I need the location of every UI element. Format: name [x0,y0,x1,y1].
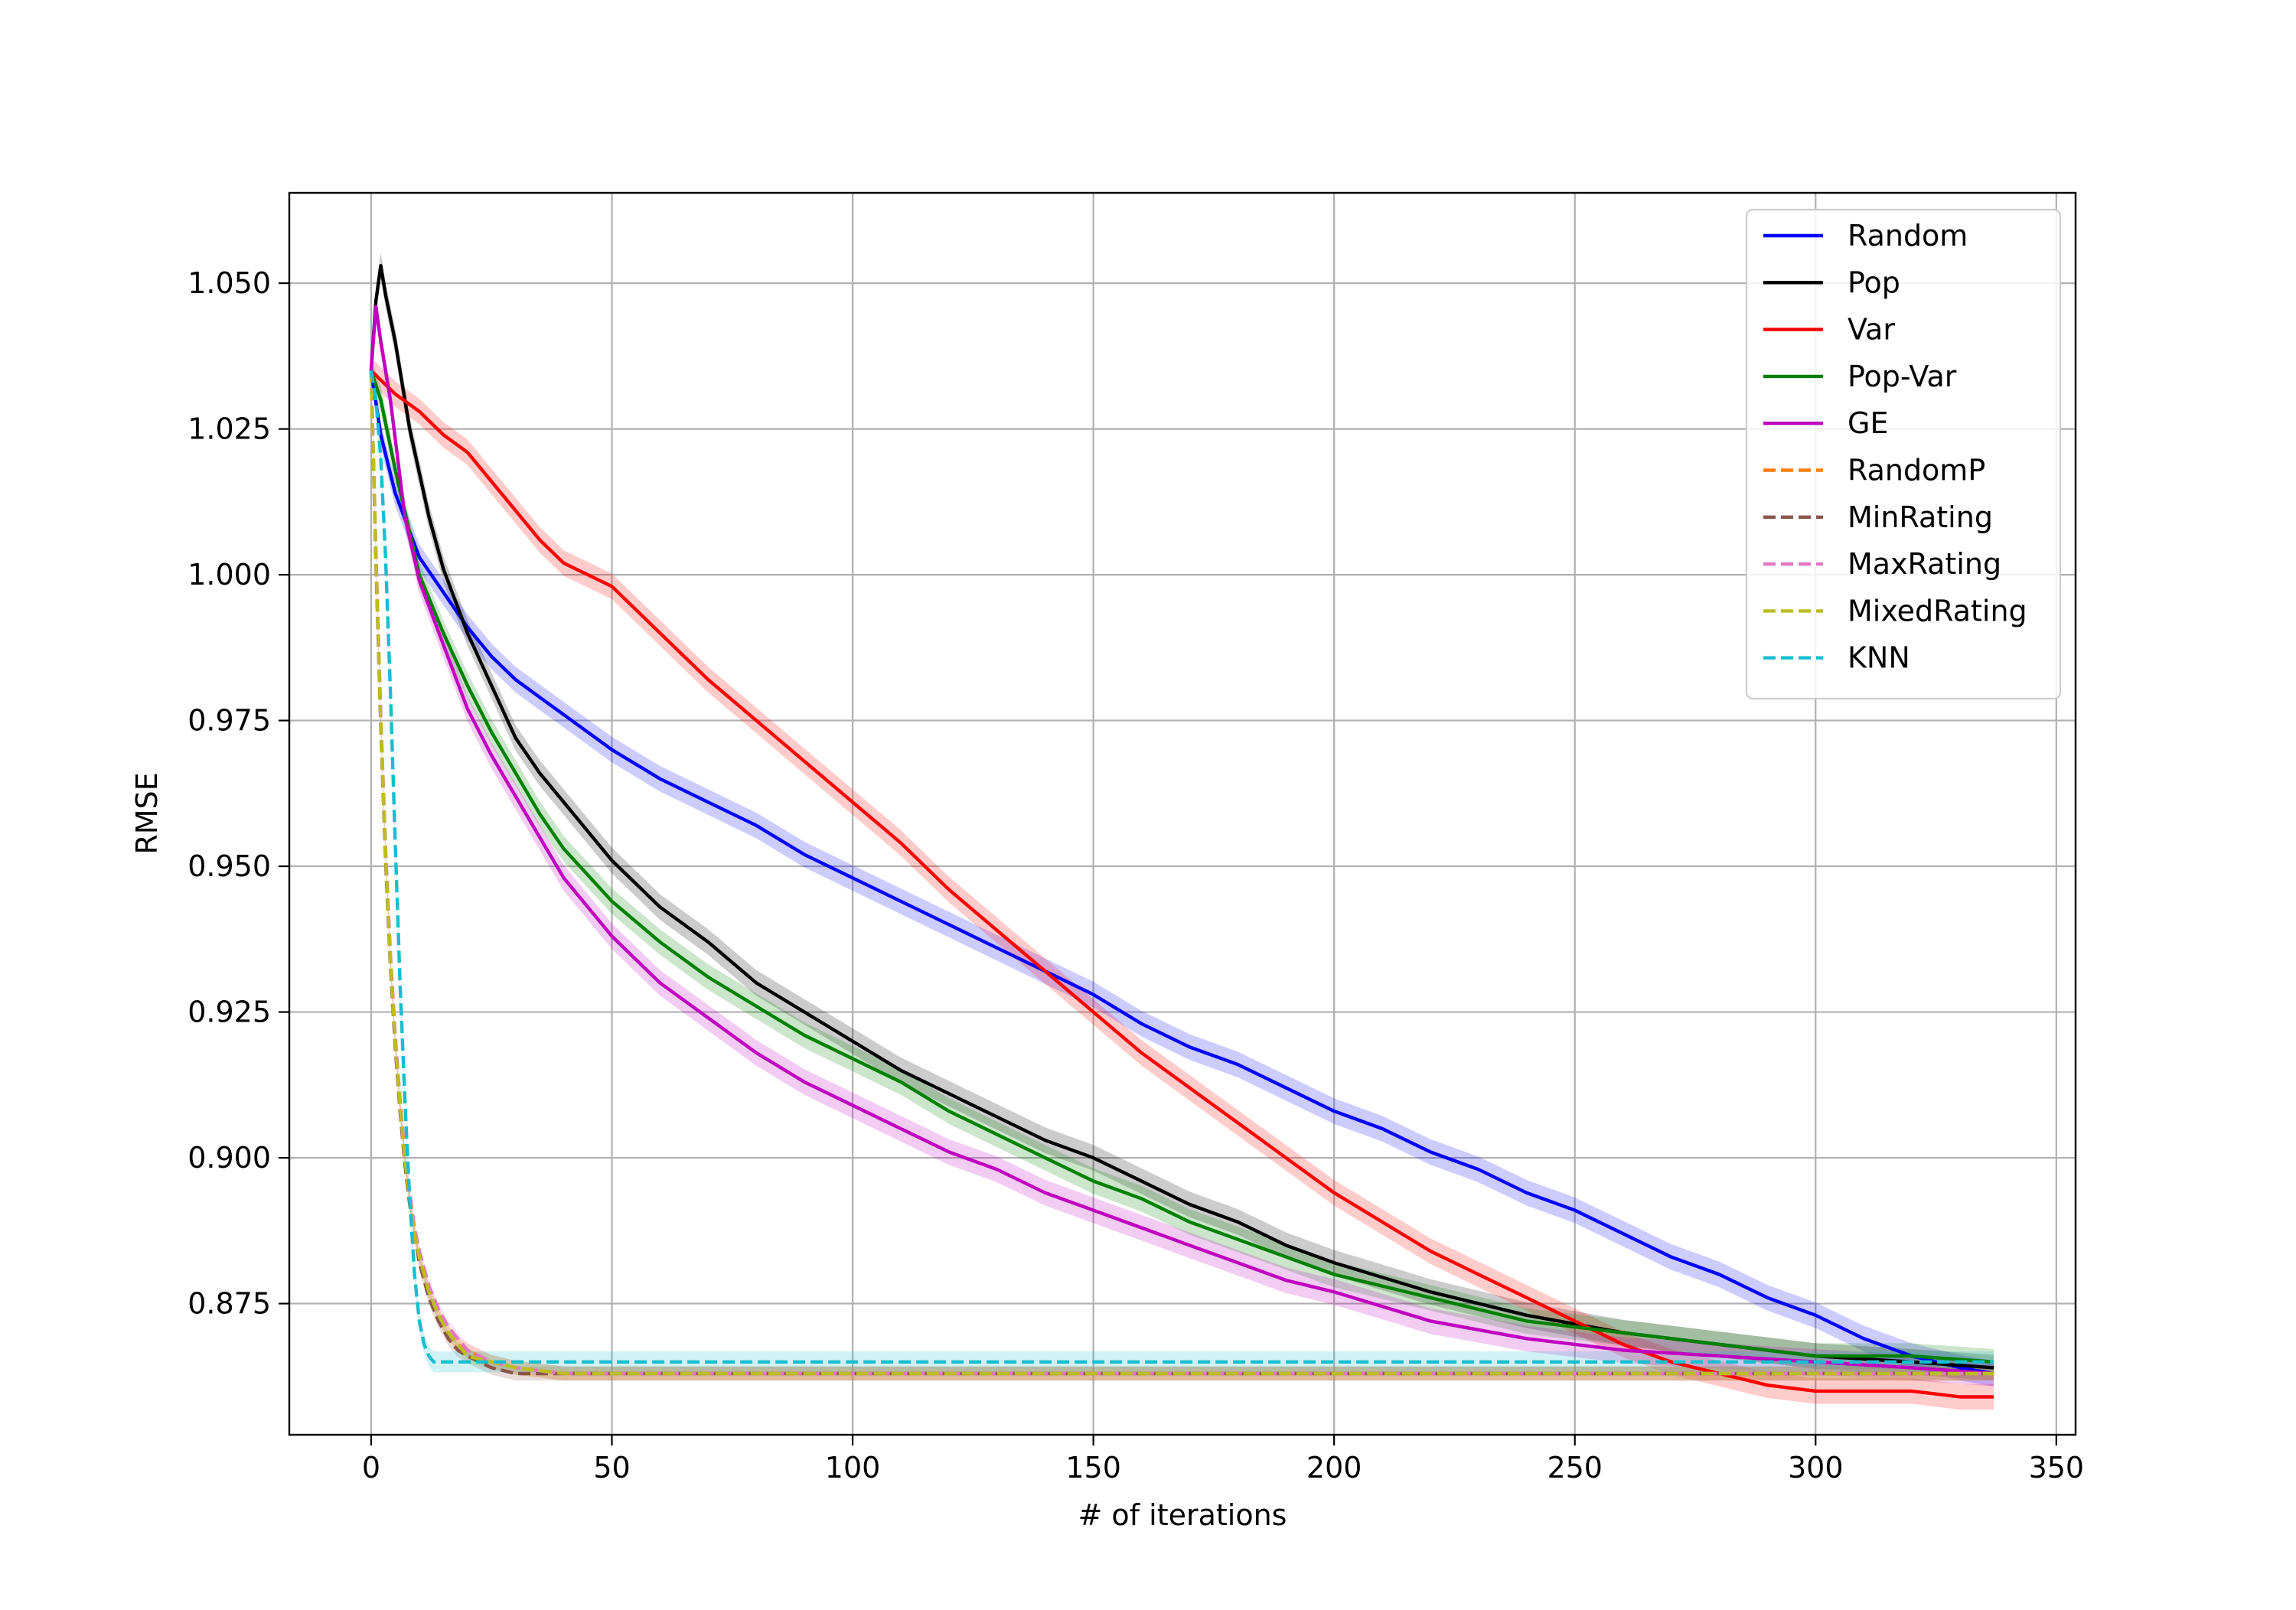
series-lines [369,264,1994,1399]
x-tick-label: 150 [1065,1451,1121,1485]
series-line [369,370,1994,1364]
x-tick-label: 0 [362,1451,380,1485]
legend-label: MinRating [1848,500,1993,534]
x-tick-label: 350 [2029,1451,2085,1485]
series-line [369,305,1994,1376]
legend-label: MixedRating [1848,594,2027,627]
x-tick-label: 200 [1306,1451,1362,1485]
legend-label: GE [1848,406,1888,440]
y-tick-label: 1.050 [188,266,271,300]
axis-ticks: 0 50 100 150 200 250 300 350 0.875 0.900 0.925 0.95… [188,266,2084,1485]
series-line [369,370,1994,1376]
y-tick-label: 0.875 [188,1287,271,1321]
series-line [370,369,1994,1399]
y-tick-label: 0.975 [188,704,271,738]
legend-label: Random [1848,219,1968,253]
legend-label: MaxRating [1848,547,2001,581]
legend-label: Var [1848,313,1895,347]
x-tick-label: 250 [1547,1451,1603,1485]
legend-label: KNN [1848,641,1910,675]
series-line [369,370,1994,1364]
y-axis-label: RMSE [130,772,164,854]
x-tick-label: 300 [1788,1451,1844,1485]
x-tick-label: 50 [593,1451,630,1485]
y-tick-label: 0.925 [188,996,271,1029]
legend-box [1745,208,2062,700]
series-line [369,264,1994,1370]
y-tick-label: 1.025 [188,412,271,446]
y-tick-label: 0.950 [188,849,271,883]
plot-frame [288,191,2077,1436]
legend-label: Pop [1848,266,1900,299]
y-tick-label: 1.000 [188,558,271,592]
x-axis-label: # of iterations [1078,1498,1287,1532]
legend-label: Pop-Var [1848,360,1957,393]
x-tick-label: 100 [825,1451,881,1485]
y-tick-label: 0.900 [188,1141,271,1175]
series-line [369,370,1994,1376]
legend-label: RandomP [1848,454,1985,487]
legend: Random Pop Var Pop-Var GE RandomP MinRating Max… [1745,208,2062,700]
